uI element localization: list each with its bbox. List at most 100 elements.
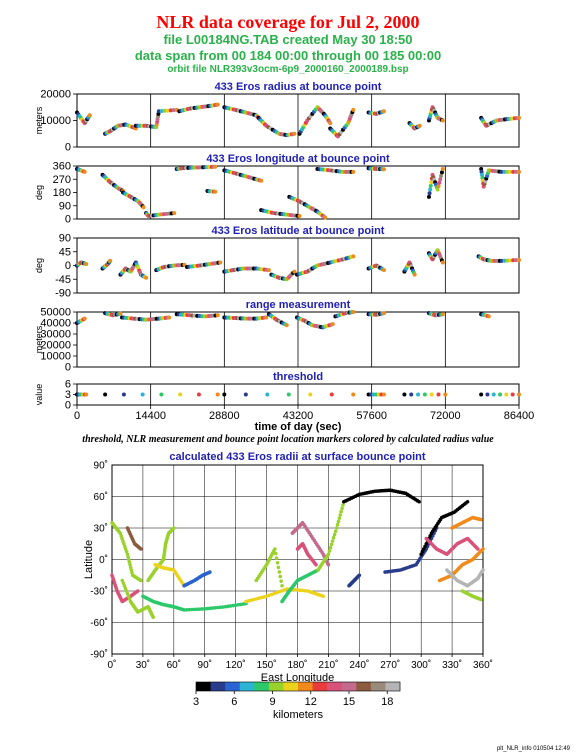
data-point [292,269,297,274]
data-point [440,312,445,317]
panel-title: range measurement [246,299,351,311]
y-axis-label: meters [34,106,44,134]
y-tick-label: 270 [53,174,71,186]
map-point [326,552,331,557]
y-tick-label: 3 [65,389,71,401]
colorbar-segment [210,682,226,691]
data-point [517,169,521,174]
x-axis-label: East Longitude [261,672,334,684]
data-point [440,166,445,171]
map-point [476,547,480,551]
data-point [381,392,386,397]
data-point [108,258,113,263]
data-point [440,260,445,265]
x-tick-label: 57600 [356,410,387,422]
data-point [159,109,164,114]
map-point [481,547,485,551]
colorbar: 3 6 9 12 15 18 kilometers [193,681,401,721]
data-point [505,258,510,263]
map-point [273,547,277,551]
footer-stamp: plt_NLR_info 010504 12:49 [496,746,570,752]
bounce-point-map: 0˚ 30˚ 60˚ 90˚ 120˚ 150˚ 180˚ 210˚ 240˚ 270˚ 300˚ 3… [83,451,493,684]
data-point [286,392,291,397]
data-point [351,254,356,259]
data-point [213,164,218,169]
map-point [172,526,176,530]
data-point [428,187,433,192]
y-tick-label: 0 [65,260,71,272]
data-point [511,169,516,174]
data-point [144,275,149,280]
y-axis-label: deg [34,258,44,273]
map-point [187,607,192,612]
data-point [330,322,335,327]
data-point [381,167,386,172]
data-point [479,172,484,177]
data-points [75,392,521,397]
data-point [266,268,271,273]
x-tick-label: 43200 [283,410,314,422]
data-point [436,184,441,189]
data-point [103,392,108,397]
map-point [330,539,335,543]
map-point [321,594,326,599]
data-point [508,169,513,174]
map-point [332,532,337,537]
colorbar-frame [195,681,401,692]
panel-5: 630 threshold value 0 14400 28800 43200 57600 72… [34,371,534,433]
panel-1: 20000 10000 0 433 Eros radius at bounce poi… [34,81,521,154]
map-point [275,560,280,565]
data-point [426,194,431,199]
data-point [265,392,270,397]
data-points [75,102,521,139]
data-point [171,108,176,113]
map-point [151,615,156,620]
data-point [381,109,386,114]
map-point [314,562,318,567]
map-point [326,562,331,567]
data-point [429,392,434,397]
colorbar-segment [268,682,284,691]
y-axis-label: meters [34,325,44,353]
map-point [200,607,204,611]
data-point [422,392,427,397]
data-point [499,258,504,263]
data-point [215,392,220,397]
data-point [435,187,440,192]
data-point [511,258,516,263]
orbit-file-line: orbit file NLR393v3ocm-6p9_2000160_20001… [167,64,409,75]
map-point [280,583,284,588]
panel-title: 433 Eros radius at bounce point [215,81,382,93]
data-point [428,183,433,188]
data-point [412,272,417,277]
y-tick-label: 90˚ [94,460,108,472]
colorbar-tick-label: 3 [193,696,199,708]
x-tick-label: 300˚ [411,659,431,671]
data-point [486,314,491,319]
map-point [276,565,281,570]
data-point [381,311,386,316]
map-point [340,506,344,511]
y-tick-label: -30˚ [90,586,108,598]
map-point [339,509,343,514]
data-point [351,392,356,397]
data-point [156,109,161,114]
x-tick-label: 150˚ [257,659,277,671]
y-tick-label: -45 [55,274,71,286]
data-point [159,392,164,397]
x-tick-label: 270˚ [380,659,400,671]
data-point [409,392,414,397]
data-point [502,169,507,174]
data-point [165,108,170,113]
data-point [140,392,145,397]
data-point [439,170,444,175]
colorbar-segment [327,682,343,691]
map-point [190,607,194,612]
colorbar-label: kilometers [273,709,324,721]
x-tick-label: 14400 [135,410,166,422]
map-point [197,607,202,611]
data-point [479,392,484,397]
x-axis-label: time of day (sec) [255,421,342,433]
y-tick-label: 0 [65,142,71,154]
data-point [121,392,126,397]
